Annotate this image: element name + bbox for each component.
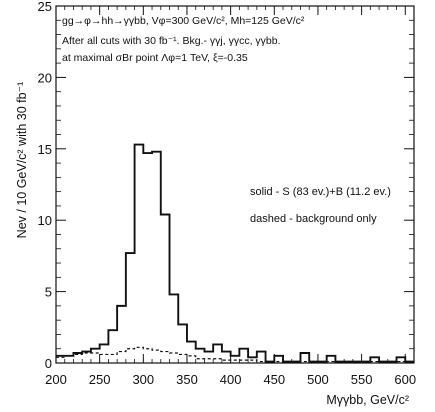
x-tick-label: 300: [132, 372, 154, 387]
x-tick-label: 550: [351, 372, 373, 387]
axis-ticks: [55, 5, 415, 364]
x-tick-label: 200: [45, 372, 67, 387]
axis-tick-labels: 200 250 300 350 400 450 500 550 600 0 5 10 15 20 25: [38, 0, 417, 387]
y-tick-label: 0: [45, 356, 52, 371]
series-line-signal-plus-background: [56, 143, 414, 363]
y-axis-label: Nev / 10 GeV/c² with 30 fb⁻¹: [15, 82, 29, 239]
x-axis-label: Mγγbb, GeV/c²: [326, 393, 409, 407]
plot-frame: [55, 5, 415, 364]
series-line-background: [56, 346, 414, 363]
y-tick-label: 15: [38, 142, 52, 157]
y-tick-label: 5: [45, 285, 52, 300]
legend-solid: solid - S (83 ev.)+B (11.2 ev.): [250, 186, 391, 198]
x-tick-label: 400: [220, 372, 242, 387]
annotation-2: After all cuts with 30 fb⁻¹. Bkg.- γγj, …: [62, 35, 281, 47]
y-tick-label: 25: [38, 0, 52, 14]
y-tick-label: 20: [38, 70, 52, 85]
x-tick-label: 350: [176, 372, 198, 387]
series-layer: [56, 143, 414, 363]
y-tick-label: 10: [38, 213, 52, 228]
annotation-3: at maximal σBr point Λφ=1 TeV, ξ=-0.35: [62, 52, 248, 64]
legend-dashed: dashed - background only: [250, 213, 377, 225]
x-tick-label: 600: [394, 372, 416, 387]
x-tick-label: 450: [263, 372, 285, 387]
annotation-1: gg→φ→hh→γγbb, Vφ=300 GeV/c², Mh=125 GeV/…: [62, 15, 305, 27]
x-tick-label: 250: [89, 372, 111, 387]
x-tick-label: 500: [307, 372, 329, 387]
